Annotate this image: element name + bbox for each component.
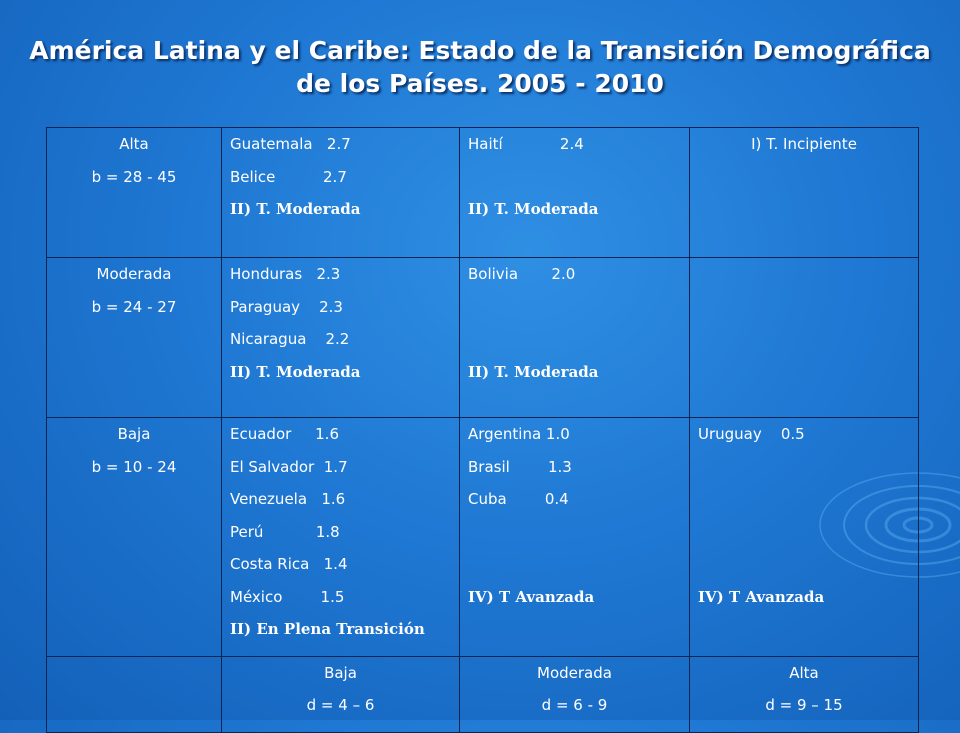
table-cell: Bolivia 2.0 II) T. Moderada	[459, 257, 690, 418]
table-cell-empty	[46, 655, 222, 733]
table-cell: Guatemala 2.7 Belice 2.7 II) T. Moderada	[221, 127, 460, 258]
country-entry: Brasil 1.3	[468, 457, 572, 476]
country-entry: México 1.5	[230, 587, 345, 606]
country-entry: Guatemala 2.7	[230, 135, 351, 153]
mortality-label: Baja	[324, 663, 357, 682]
stage-label: II) T. Moderada	[230, 200, 361, 218]
title-line-2: de los Países. 2005 - 2010	[296, 69, 664, 98]
mortality-range: d = 9 – 15	[765, 696, 843, 714]
mortality-label: Moderada	[537, 663, 612, 682]
natality-range: b = 10 - 24	[91, 457, 177, 476]
table-cell: Argentina 1.0 Brasil 1.3 Cuba 0.4 IV) T …	[459, 417, 690, 657]
stage-label: II) T. Moderada	[468, 200, 599, 218]
natality-header-cell: Alta b = 28 - 45	[46, 127, 222, 258]
natality-range: b = 28 - 45	[91, 167, 177, 186]
stage-label: II) T. Moderada	[468, 362, 599, 381]
country-entry: Bolivia 2.0	[468, 265, 576, 283]
country-entry: Cuba 0.4	[468, 490, 569, 508]
table-cell: I) T. Incipiente	[689, 127, 919, 258]
country-entry: El Salvador 1.7	[230, 457, 348, 476]
stage-label: IV) T Avanzada	[698, 587, 825, 606]
table-cell: Uruguay 0.5 IV) T Avanzada	[689, 417, 919, 657]
country-entry: Uruguay 0.5	[698, 425, 805, 443]
natality-range: b = 24 - 27	[91, 297, 177, 316]
country-entry: Haití 2.4	[468, 135, 584, 153]
country-entry: Perú 1.8	[230, 522, 340, 541]
mortality-range: d = 6 - 9	[541, 696, 608, 714]
mortality-header-cell: Alta d = 9 – 15	[689, 655, 919, 733]
table-cell: Haití 2.4 II) T. Moderada	[459, 127, 690, 258]
mortality-header-cell: Moderada d = 6 - 9	[459, 655, 690, 733]
stage-label: II) T. Moderada	[230, 362, 361, 381]
country-entry: Venezuela 1.6	[230, 490, 346, 508]
natality-header-cell: Baja b = 10 - 24	[46, 417, 222, 657]
stage-label: II) En Plena Transición	[230, 620, 425, 638]
stage-label: IV) T Avanzada	[468, 587, 595, 606]
mortality-range: d = 4 – 6	[306, 696, 375, 714]
country-entry: Ecuador 1.6	[230, 425, 339, 443]
mortality-header-cell: Baja d = 4 – 6	[221, 655, 460, 733]
natality-label: Baja	[117, 425, 151, 443]
stage-label: I) T. Incipiente	[751, 135, 857, 153]
mortality-label: Alta	[789, 663, 819, 682]
table-cell: Ecuador 1.6 El Salvador 1.7 Venezuela 1.…	[221, 417, 460, 657]
country-entry: Honduras 2.3	[230, 265, 341, 283]
natality-header-cell: Moderada b = 24 - 27	[46, 257, 222, 418]
country-entry: Belice 2.7	[230, 167, 347, 186]
country-entry: Paraguay 2.3	[230, 297, 343, 316]
slide-title: América Latina y el Caribe: Estado de la…	[0, 34, 960, 100]
demographic-transition-table: Alta b = 28 - 45 Guatemala 2.7 Belice 2.…	[46, 127, 919, 733]
table-row-natalidad-alta: Alta b = 28 - 45 Guatemala 2.7 Belice 2.…	[46, 127, 919, 258]
natality-label: Moderada	[96, 265, 172, 283]
table-row-mortality-header: Baja d = 4 – 6 Moderada d = 6 - 9 Alta d…	[46, 655, 919, 733]
title-line-1: América Latina y el Caribe: Estado de la…	[29, 36, 931, 65]
natality-label: Alta	[119, 135, 149, 153]
country-entry: Argentina 1.0	[468, 425, 570, 443]
table-row-natalidad-moderada: Moderada b = 24 - 27 Honduras 2.3 Paragu…	[46, 257, 919, 418]
table-cell-empty	[689, 257, 919, 418]
table-row-natalidad-baja: Baja b = 10 - 24 Ecuador 1.6 El Salvador…	[46, 417, 919, 657]
table-cell: Honduras 2.3 Paraguay 2.3 Nicaragua 2.2 …	[221, 257, 460, 418]
country-entry: Costa Rica 1.4	[230, 555, 348, 573]
country-entry: Nicaragua 2.2	[230, 330, 350, 348]
